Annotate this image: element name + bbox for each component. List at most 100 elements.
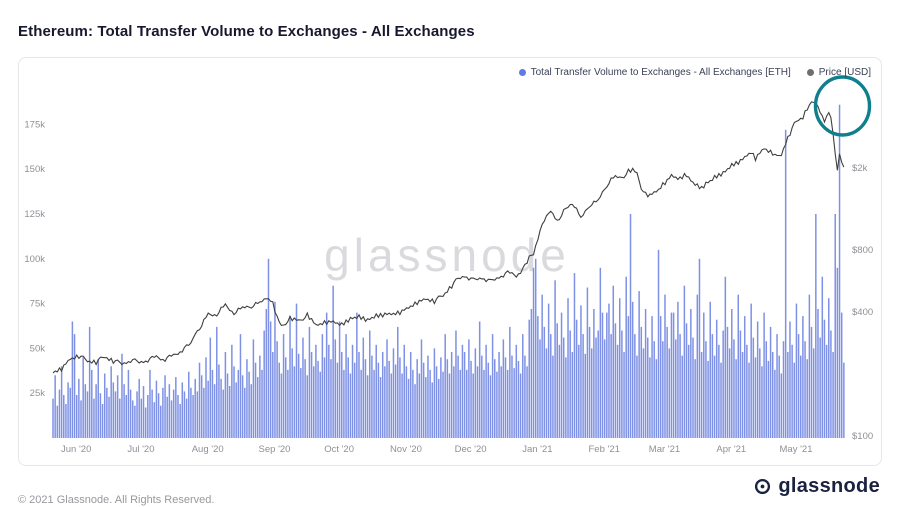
volume-bar	[789, 321, 791, 438]
volume-bar	[649, 357, 651, 438]
y-right-tick-label: $800	[852, 245, 873, 256]
volume-bar	[399, 357, 401, 438]
volume-bar	[700, 352, 703, 438]
volume-bar	[170, 400, 173, 438]
volume-bar	[274, 301, 276, 438]
volume-bar	[670, 312, 673, 438]
volume-bar	[310, 352, 313, 438]
volume-bar	[750, 303, 752, 438]
chart-plot[interactable]: glassnode 25k 50k 75k 100k 125k 150k 175k $100 $4…	[19, 58, 881, 465]
volume-bar	[843, 362, 845, 438]
x-axis-month-label: Oct '20	[324, 444, 354, 455]
volume-bar	[103, 373, 106, 438]
volume-bar	[834, 214, 836, 438]
volume-bar	[71, 321, 74, 438]
volume-bar	[657, 249, 660, 438]
legend-price-label: Price [USD]	[818, 67, 871, 78]
volume-bar	[778, 355, 780, 438]
volume-bar	[67, 382, 69, 438]
volume-bar	[205, 357, 207, 438]
volume-bar	[194, 378, 196, 438]
volume-bar	[248, 371, 250, 438]
x-axis-month-label: Sep '20	[259, 444, 291, 455]
volume-bar	[119, 398, 121, 438]
volume-bar	[828, 298, 830, 438]
x-axis-month-label: Jun '20	[61, 444, 91, 455]
volume-bar	[351, 344, 354, 438]
volume-bar	[823, 319, 826, 438]
volume-bar	[420, 339, 423, 438]
volume-bar	[623, 352, 625, 438]
volume-bar	[338, 321, 341, 438]
volume-bar	[345, 334, 347, 438]
volume-bar	[787, 352, 789, 438]
volume-bar	[237, 369, 240, 438]
volume-bar	[196, 391, 199, 438]
volume-bar	[323, 357, 326, 438]
volume-bar	[707, 360, 709, 438]
volume-bar	[93, 398, 95, 438]
volume-bar	[325, 312, 328, 438]
volume-bar	[502, 339, 505, 438]
volume-bar	[252, 339, 255, 438]
legend-item-price[interactable]: Price [USD]	[806, 67, 871, 78]
volume-bar	[496, 371, 498, 438]
volume-bar	[172, 389, 175, 438]
x-axis-month-label: Nov '20	[390, 444, 422, 455]
volume-bar	[659, 316, 662, 438]
volume-bar	[715, 319, 718, 438]
volume-bar	[509, 326, 511, 438]
volume-bar	[830, 330, 832, 438]
y-left-tick-label: 75k	[30, 299, 46, 310]
volume-bar	[435, 366, 438, 438]
volume-bar	[806, 359, 808, 438]
volume-series-dot-icon	[518, 69, 526, 76]
y-right-tick-label: $2k	[852, 163, 868, 174]
volume-bar	[504, 357, 507, 438]
volume-bar	[836, 267, 839, 438]
volume-bar	[584, 353, 587, 438]
volume-bar	[472, 373, 474, 438]
volume-bar	[353, 362, 356, 438]
volume-bar	[696, 294, 699, 438]
volume-bar	[116, 375, 119, 438]
volume-bar	[254, 362, 257, 438]
volume-bar	[207, 380, 209, 438]
volume-bar	[308, 326, 311, 438]
highlight-circle-annotation	[813, 75, 872, 137]
volume-bar	[603, 339, 606, 438]
y-left-tick-label: 25k	[30, 388, 46, 399]
volume-bar	[293, 366, 296, 438]
glassnode-brand[interactable]: glassnode	[754, 475, 880, 498]
volume-bar	[82, 357, 84, 438]
volume-bar	[427, 355, 429, 438]
volume-bar	[608, 303, 610, 438]
volume-bar	[590, 348, 593, 438]
volume-bar	[278, 362, 281, 438]
volume-bar	[515, 344, 518, 438]
volume-bar	[483, 369, 485, 438]
volume-bar	[317, 360, 319, 438]
x-axis-month-label: Aug '20	[192, 444, 224, 455]
volume-bar	[593, 309, 595, 438]
volume-bar	[711, 334, 714, 438]
legend-item-volume[interactable]: Total Transfer Volume to Exchanges - All…	[518, 67, 791, 78]
volume-bar	[791, 344, 793, 438]
volume-bar	[804, 341, 806, 438]
volume-bar	[539, 339, 541, 438]
x-axis-month-label: May '21	[780, 444, 813, 455]
volume-bar	[627, 316, 630, 438]
volume-bar	[164, 375, 166, 438]
volume-bar	[349, 373, 352, 438]
volume-bar	[409, 352, 412, 438]
volume-bar	[244, 387, 246, 438]
volume-bar	[815, 214, 817, 438]
volume-bar	[394, 364, 397, 438]
volume-bar	[166, 396, 168, 438]
volume-bar	[575, 319, 578, 438]
y-left-tick-label: 175k	[24, 119, 45, 130]
volume-bar	[272, 352, 274, 438]
volume-bar	[470, 360, 472, 438]
x-axis-month-label: Feb '21	[589, 444, 620, 455]
volume-bar	[761, 366, 763, 438]
